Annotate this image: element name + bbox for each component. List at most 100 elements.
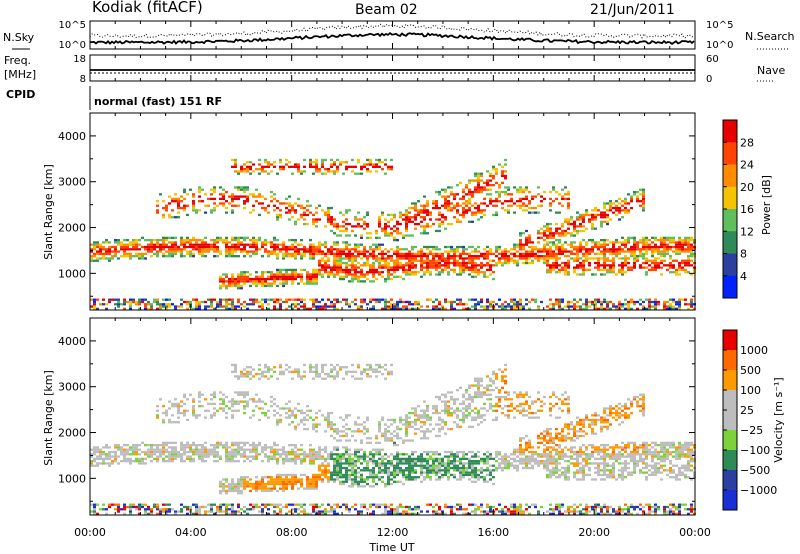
velocity-cell — [282, 487, 285, 490]
power-cell — [225, 241, 228, 244]
velocity-cell — [333, 464, 336, 467]
power-cell — [630, 248, 633, 251]
power-cell — [453, 300, 456, 304]
power-cell — [321, 307, 324, 310]
power-cell — [120, 303, 123, 306]
power-cell — [672, 271, 675, 274]
velocity-cell — [294, 510, 297, 513]
power-cell — [540, 300, 543, 304]
power-cell — [480, 266, 483, 269]
velocity-cell — [159, 508, 162, 511]
power-cell — [690, 273, 693, 276]
velocity-cell — [231, 409, 234, 412]
power-cell — [519, 186, 522, 189]
power-cell — [603, 273, 606, 276]
velocity-cell — [243, 400, 246, 403]
power-cell — [288, 305, 291, 308]
power-cell — [618, 218, 621, 221]
power-cell — [474, 261, 477, 265]
power-cell — [402, 266, 405, 269]
power-cell — [690, 252, 693, 256]
velocity-cell — [255, 480, 258, 483]
power-cell — [147, 300, 150, 304]
power-cell — [579, 264, 582, 267]
velocity-cell — [276, 405, 279, 408]
power-cell — [570, 218, 573, 221]
velocity-cell — [126, 443, 129, 447]
velocity-cell — [114, 457, 117, 461]
velocity-cell — [204, 441, 207, 444]
power-cell — [378, 225, 381, 228]
velocity-cell — [273, 480, 276, 483]
power-cell — [246, 186, 249, 189]
power-cell — [660, 243, 663, 246]
velocity-cell — [375, 441, 378, 444]
power-cell — [249, 250, 252, 253]
power-cell — [609, 204, 612, 207]
power-cell — [306, 275, 309, 278]
velocity-cell — [243, 487, 246, 490]
power-cell — [231, 277, 234, 281]
power-cell — [624, 264, 627, 267]
power-cell — [171, 245, 174, 249]
power-cell — [471, 193, 474, 196]
power-cell — [261, 277, 264, 281]
power-cell — [234, 197, 237, 201]
power-cell — [249, 238, 252, 242]
power-cell — [528, 211, 531, 214]
power-cell — [549, 236, 552, 239]
power-cell — [624, 271, 627, 274]
power-cell — [450, 305, 453, 308]
power-cell — [393, 225, 396, 228]
power-cell — [537, 259, 540, 262]
power-cell — [144, 238, 147, 242]
power-cell — [168, 245, 171, 249]
power-cell — [660, 252, 663, 256]
power-cell — [504, 174, 507, 178]
velocity-cell — [324, 377, 327, 380]
power-cell — [147, 248, 150, 251]
power-cell — [414, 259, 417, 262]
power-cell — [483, 202, 486, 205]
power-cell — [156, 245, 159, 249]
freq-panel: Freq. [MHz] Nave 18 8 60 0 — [4, 54, 785, 85]
power-cell — [654, 248, 657, 251]
power-cell — [372, 252, 375, 256]
velocity-cell — [300, 457, 303, 461]
velocity-cell — [240, 485, 243, 488]
velocity-cell — [252, 485, 255, 488]
power-cell — [510, 307, 513, 310]
velocity-cell — [231, 402, 234, 406]
power-cell — [120, 248, 123, 251]
power-cell — [231, 248, 234, 251]
power-cell — [171, 248, 174, 251]
velocity-cell — [261, 460, 264, 463]
velocity-cell — [345, 508, 348, 511]
power-cell — [420, 264, 423, 267]
power-cell — [252, 163, 255, 166]
velocity-cell — [216, 441, 219, 444]
power-cell — [588, 213, 591, 217]
power-cell — [426, 232, 429, 235]
power-cell — [624, 238, 627, 242]
power-cell — [270, 271, 273, 274]
power-cell — [117, 257, 120, 260]
velocity-cell — [249, 398, 252, 401]
colorbar-swatch — [723, 164, 737, 188]
power-cell — [648, 238, 651, 242]
power-cell — [330, 248, 333, 251]
power-cell — [324, 261, 327, 265]
power-cell — [612, 252, 615, 256]
power-cell — [453, 261, 456, 265]
velocity-cell — [252, 450, 255, 454]
power-cell — [525, 243, 528, 246]
velocity-cell — [168, 453, 171, 456]
power-cell — [138, 300, 141, 304]
velocity-cell — [363, 505, 366, 509]
power-cell — [198, 245, 201, 249]
power-cell — [327, 170, 330, 173]
velocity-cell — [297, 487, 300, 490]
power-cell — [273, 209, 276, 212]
velocity-cell — [231, 457, 234, 461]
velocity-cell — [351, 453, 354, 456]
